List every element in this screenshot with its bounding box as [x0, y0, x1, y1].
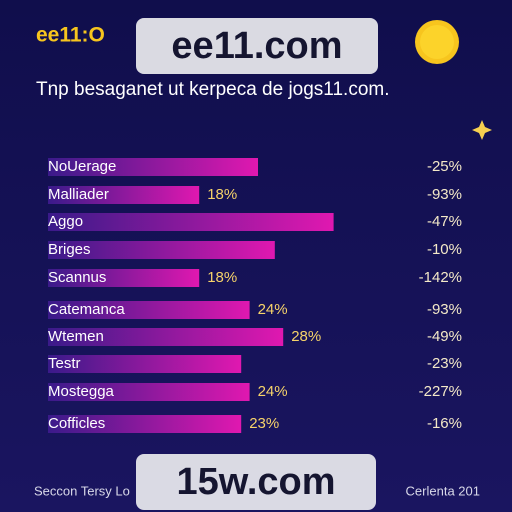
- bar: [48, 355, 242, 373]
- watermark: ee11.com: [171, 25, 342, 67]
- value-label: 24%: [258, 383, 288, 400]
- row-label: Aggo: [48, 213, 83, 230]
- sun-core: [420, 25, 454, 59]
- footer-right: Cerlenta 201: [406, 483, 480, 498]
- value-label: 18%: [207, 269, 237, 286]
- row-label: Briges: [48, 241, 91, 258]
- logo: ee11:O: [36, 24, 105, 47]
- row-label: Wtemen: [48, 328, 104, 345]
- change-label: -23%: [427, 355, 462, 372]
- change-label: -47%: [427, 213, 462, 230]
- watermark: 15w.com: [176, 461, 335, 503]
- footer-left: Seccon Tersy Lo: [34, 483, 130, 498]
- change-label: -93%: [427, 186, 462, 203]
- change-label: -93%: [427, 301, 462, 318]
- bar: [48, 241, 275, 259]
- change-label: -49%: [427, 328, 462, 345]
- change-label: -16%: [427, 415, 462, 432]
- value-label: 23%: [249, 415, 279, 432]
- row-label: Malliader: [48, 186, 109, 203]
- row-label: Catemanca: [48, 301, 125, 318]
- row-label: Testr: [48, 355, 81, 372]
- change-label: -10%: [427, 241, 462, 258]
- watermark-box: [136, 454, 376, 510]
- value-label: 28%: [291, 328, 321, 345]
- change-label: -25%: [427, 158, 462, 175]
- change-label: -142%: [419, 269, 462, 286]
- value-label: 24%: [258, 301, 288, 318]
- rows: NoUerage -25% Malliader 18% -93% Aggo -47% Brig…: [48, 158, 462, 433]
- sparkle: [472, 120, 492, 140]
- watermark-box: [136, 18, 378, 74]
- bar: [48, 328, 284, 346]
- bar: [48, 415, 242, 433]
- row-label: NoUerage: [48, 158, 116, 175]
- bar: [48, 269, 200, 287]
- chart-title: Tnp besaganet ut kerpeca de jogs11.com.: [36, 79, 390, 100]
- value-label: 18%: [207, 186, 237, 203]
- bar: [48, 383, 250, 401]
- row-label: Scannus: [48, 269, 106, 286]
- row-label: Mostegga: [48, 383, 115, 400]
- bar: [48, 186, 200, 204]
- bar: [48, 301, 250, 319]
- bar: [48, 213, 334, 231]
- row-label: Cofficles: [48, 415, 105, 432]
- bar: [48, 158, 258, 176]
- change-label: -227%: [419, 383, 462, 400]
